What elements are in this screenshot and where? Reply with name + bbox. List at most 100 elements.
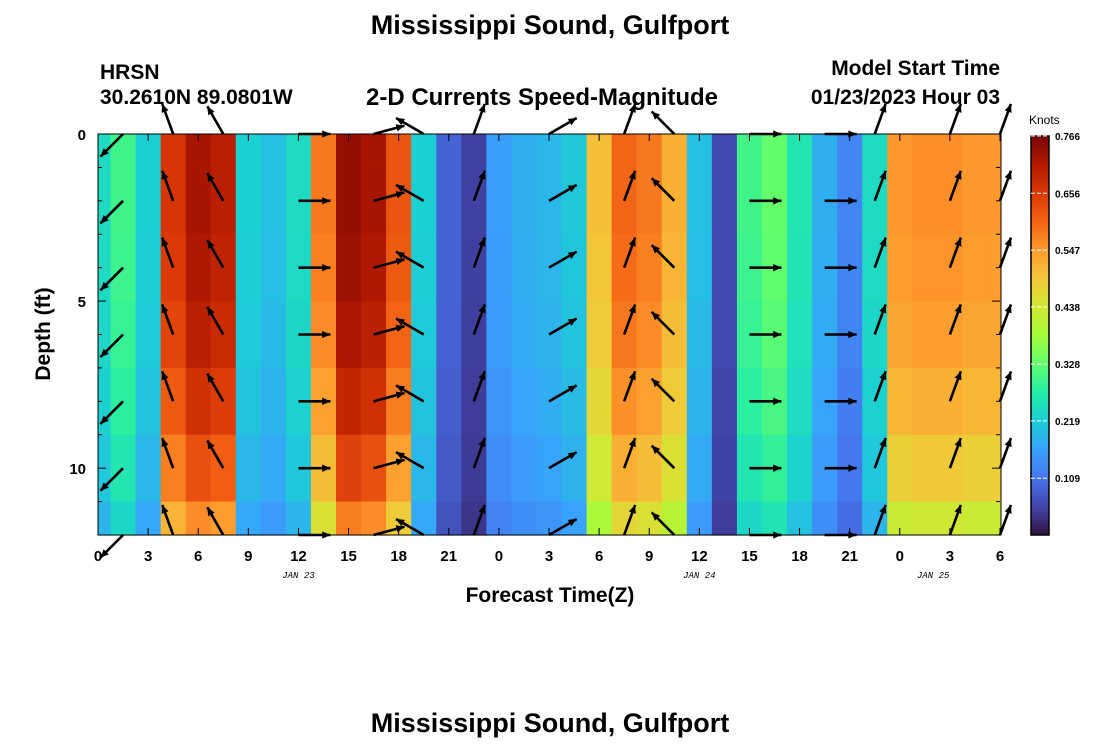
current-arrow	[824, 263, 857, 272]
heatmap-cell	[962, 167, 989, 235]
heatmap-cell	[586, 234, 613, 302]
heatmap-cell	[135, 234, 162, 302]
current-arrow	[824, 330, 857, 339]
current-arrow	[622, 437, 637, 469]
heatmap-cell	[260, 134, 287, 169]
current-arrow	[206, 105, 225, 135]
heatmap-cell	[912, 234, 938, 302]
current-arrow	[206, 372, 225, 402]
heatmap-cell	[561, 501, 588, 536]
current-arrow	[395, 451, 425, 470]
heatmap-cell	[436, 234, 462, 302]
heatmap-cell	[912, 501, 938, 536]
heatmap-cell	[511, 501, 538, 536]
heatmap-cell	[711, 234, 738, 302]
heatmap-cell	[661, 234, 688, 302]
heatmap-cell	[110, 434, 137, 503]
current-arrow	[650, 444, 676, 470]
current-arrow	[948, 170, 963, 202]
current-arrow	[206, 506, 225, 536]
current-arrow	[161, 504, 175, 536]
current-arrow	[873, 504, 887, 536]
heatmap-cell	[98, 234, 112, 302]
current-arrow	[298, 197, 331, 205]
chart-subtitle: 2-D Currents Speed-Magnitude	[366, 84, 719, 111]
current-arrow	[373, 324, 405, 336]
current-arrow	[873, 437, 887, 469]
heatmap-cell	[962, 301, 989, 369]
current-arrow	[650, 110, 676, 135]
heatmap-cell	[711, 134, 738, 169]
current-arrow	[99, 467, 124, 492]
heatmap-cell	[686, 367, 713, 436]
current-arrow	[998, 437, 1013, 469]
heatmap-cell	[686, 301, 713, 369]
current-arrow	[472, 303, 486, 335]
heatmap-cell	[461, 134, 487, 169]
x-axis: 0 3 6 9 12 15 18 21 0 3 6 9 12 15 18 21 0 3 6 JAN 23 JAN 24 J…	[94, 134, 1004, 581]
heatmap-cell	[586, 301, 613, 369]
heatmap-cell	[98, 367, 112, 436]
heatmap-cell	[135, 167, 162, 235]
heatmap-cell	[411, 167, 437, 235]
heatmap-cell	[787, 301, 813, 369]
heatmap-cell	[561, 167, 588, 235]
heatmap-cell	[386, 167, 412, 235]
x-axis-label: Forecast Time(Z)	[465, 584, 635, 607]
heatmap-cell	[436, 367, 462, 436]
current-arrow	[548, 384, 578, 403]
current-arrow	[161, 237, 175, 269]
current-arrow	[948, 237, 963, 269]
current-arrow	[99, 333, 124, 359]
heatmap-cell	[561, 301, 588, 369]
heatmap-cell	[711, 367, 738, 436]
x-date-label: JAN 24	[683, 571, 715, 581]
heatmap-cell	[486, 367, 513, 436]
current-arrow	[206, 439, 225, 469]
heatmap-cell	[110, 301, 137, 369]
model-start-value: 01/23/2023 Hour 03	[810, 86, 1000, 109]
colorbar-scale	[1030, 135, 1050, 536]
current-arrow	[948, 504, 963, 536]
heatmap-cell	[260, 501, 287, 536]
colorbar-units-label: Knots	[1029, 113, 1060, 127]
current-arrow	[824, 197, 857, 205]
heatmap-cell	[411, 234, 437, 302]
current-arrow	[395, 116, 425, 136]
current-arrow	[395, 517, 425, 537]
heatmap-cell	[962, 134, 989, 169]
heatmap-cell	[336, 234, 362, 302]
current-arrow	[998, 370, 1013, 402]
heatmap-cell	[185, 167, 212, 235]
x-date-label: JAN 25	[917, 571, 950, 581]
current-arrow	[395, 384, 425, 403]
heatmap-cell	[636, 301, 663, 369]
current-arrow	[206, 306, 225, 336]
heatmap-cell	[987, 134, 1001, 169]
x-tick-label: 3	[545, 548, 553, 565]
station-coordinates: 30.2610N 89.0801W	[100, 86, 293, 109]
heatmap-cell	[611, 134, 638, 169]
x-tick-label: 0	[495, 548, 503, 565]
footer-title: Mississippi Sound, Gulfport	[370, 708, 730, 738]
current-arrow	[99, 266, 124, 292]
heatmap-cell	[887, 234, 913, 302]
current-arrow	[873, 237, 887, 269]
current-arrow	[650, 377, 676, 403]
heatmap-cell	[235, 367, 262, 436]
current-arrow	[373, 124, 405, 136]
heatmap-cell	[135, 434, 162, 503]
colorbar: 0.109 0.219 0.328 0.438 0.547 0.656 0.766	[1030, 132, 1080, 536]
heatmap-cell	[98, 501, 112, 536]
current-arrow	[548, 451, 578, 470]
y-tick-label: 0	[78, 127, 86, 144]
current-arrow	[948, 103, 963, 135]
current-arrow	[472, 504, 486, 536]
heatmap-cell	[210, 167, 237, 235]
heatmap-cell	[135, 367, 162, 436]
heatmap-cell	[661, 301, 688, 369]
heatmap-cell	[411, 434, 437, 503]
heatmap-cell	[386, 367, 412, 436]
heatmap-cell	[310, 501, 337, 536]
